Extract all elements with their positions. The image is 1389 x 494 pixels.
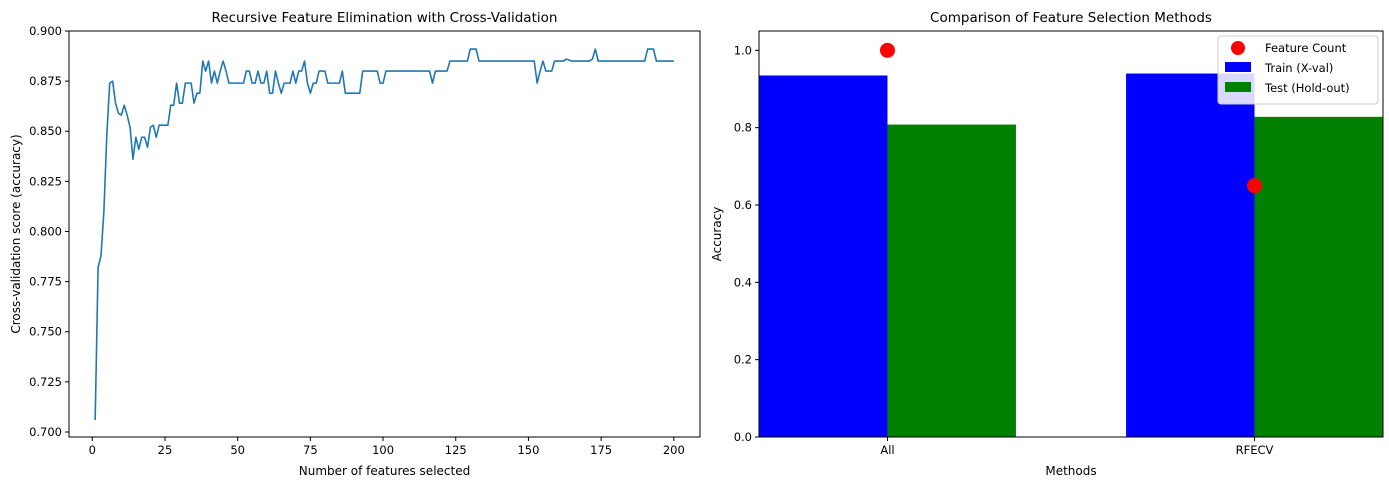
right-x-axis-label: Methods xyxy=(1045,464,1096,478)
methods-bar-chart: Comparison of Feature Selection Methods … xyxy=(710,10,1384,478)
right-y-axis-label: Accuracy xyxy=(710,207,724,262)
right-x-tick-label: All xyxy=(880,443,894,457)
left-x-tick-label: 100 xyxy=(372,443,394,457)
left-y-tick-label: 0.900 xyxy=(29,24,62,38)
left-x-tick-label: 0 xyxy=(89,443,96,457)
right-y-tick-label: 0.4 xyxy=(734,275,752,289)
left-y-axis-label: Cross-validation score (accuracy) xyxy=(9,134,23,333)
right-y-tick-label: 1.0 xyxy=(734,43,752,57)
legend-label-test: Test (Hold-out) xyxy=(1264,81,1350,95)
left-plot-area xyxy=(94,48,674,420)
legend-marker-feature-count xyxy=(1231,41,1245,55)
left-x-tick-label: 25 xyxy=(158,443,173,457)
feature-count-point xyxy=(879,42,895,58)
right-plot-frame xyxy=(758,30,1384,438)
right-plot-area xyxy=(759,42,1383,438)
cv-score-line xyxy=(94,48,674,420)
left-x-axis-label: Number of features selected xyxy=(299,464,470,478)
right-y-tick-label: 0.0 xyxy=(734,430,752,444)
right-y-tick-label: 0.2 xyxy=(734,353,752,367)
right-axis-ticks: 0.0 0.2 0.4 0.6 0.8 1.0 All RFECV xyxy=(734,43,1274,457)
left-x-tick-label: 50 xyxy=(230,443,245,457)
left-x-tick-label: 75 xyxy=(303,443,318,457)
right-x-tick-label: RFECV xyxy=(1236,443,1274,457)
left-x-tick-label: 200 xyxy=(663,443,685,457)
left-x-tick-label: 175 xyxy=(590,443,612,457)
train-bar xyxy=(1126,73,1255,438)
legend-marker-train xyxy=(1225,62,1251,72)
left-y-tick-label: 0.750 xyxy=(29,325,62,339)
legend-marker-test xyxy=(1225,82,1251,92)
legend-box xyxy=(1217,35,1379,105)
left-axis-ticks: 0 25 50 75 100 125 150 175 200 0.700 0.725 0.750 0.7… xyxy=(29,24,685,457)
legend-label-train: Train (X-val) xyxy=(1264,61,1333,75)
left-y-tick-label: 0.725 xyxy=(29,375,62,389)
left-x-tick-label: 150 xyxy=(517,443,539,457)
left-chart-title: Recursive Feature Elimination with Cross… xyxy=(212,10,558,26)
left-y-tick-label: 0.775 xyxy=(29,275,62,289)
left-plot-frame xyxy=(68,30,701,438)
train-bar xyxy=(759,75,888,437)
legend: Feature Count Train (X-val) Test (Hold-o… xyxy=(1217,35,1379,105)
right-chart-title: Comparison of Feature Selection Methods xyxy=(930,10,1212,26)
rfecv-line-chart: Recursive Feature Elimination with Cross… xyxy=(9,10,701,478)
left-y-tick-label: 0.800 xyxy=(29,224,62,238)
left-y-tick-label: 0.875 xyxy=(29,74,62,88)
feature-count-point xyxy=(1247,178,1263,194)
legend-label-feature-count: Feature Count xyxy=(1265,41,1347,55)
left-y-tick-label: 0.700 xyxy=(29,425,62,439)
left-y-tick-label: 0.850 xyxy=(29,124,62,138)
left-x-tick-label: 125 xyxy=(445,443,467,457)
test-bar xyxy=(1254,116,1383,437)
test-bar xyxy=(887,124,1016,437)
right-y-tick-label: 0.6 xyxy=(734,198,752,212)
right-y-tick-label: 0.8 xyxy=(734,121,752,135)
left-y-tick-label: 0.825 xyxy=(29,174,62,188)
